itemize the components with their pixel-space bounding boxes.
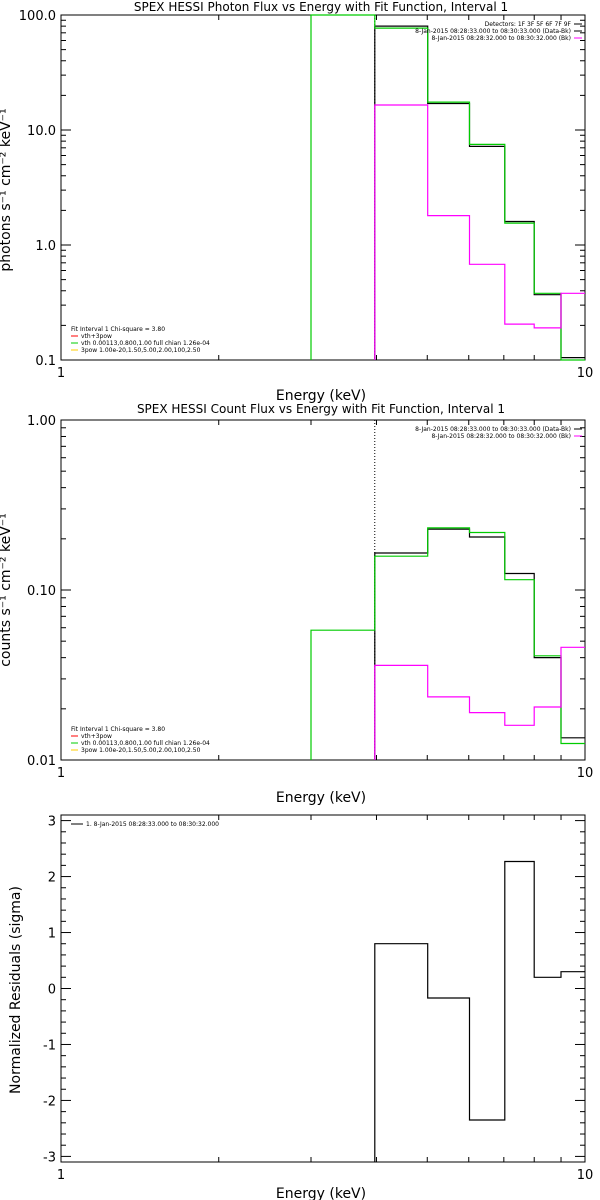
y-axis-label: photons s⁻¹ cm⁻² keV⁻¹ [0, 108, 14, 271]
series-background [374, 646, 585, 760]
legend-entry: 8-Jan-2015 08:28:33.000 to 08:30:33.000 … [415, 426, 571, 433]
chart-title: SPEX HESSI Count Flux vs Energy with Fit… [137, 402, 505, 416]
legend-entry: vth 0.00113,0.800,1.00 full chian 1.26e-… [81, 340, 210, 347]
legend-bottom: Fit Interval 1 Chi-square = 3.80vth+3pow… [71, 326, 210, 354]
panel-count-flux: SPEX HESSI Count Flux vs Energy with Fit… [0, 402, 593, 806]
y-tick-label: 0.1 [35, 354, 56, 369]
y-tick-label: 1 [48, 927, 56, 942]
y-tick-label: 2 [48, 871, 56, 886]
x-tick-label: 1 [57, 366, 65, 381]
legend-top: 1. 8-Jan-2015 08:28:33.000 to 08:30:32.0… [71, 821, 219, 828]
series-data [374, 25, 585, 360]
y-tick-label: 0 [48, 983, 56, 998]
x-axis-label: Energy (keV) [276, 790, 366, 806]
panel-photon-flux: SPEX HESSI Photon Flux vs Energy with Fi… [0, 0, 593, 404]
legend-entry: Fit Interval 1 Chi-square = 3.80 [71, 726, 165, 733]
x-axis-label: Energy (keV) [276, 1186, 366, 1200]
legend-entry: 8-Jan-2015 08:28:32.000 to 08:30:32.000 … [431, 433, 571, 440]
tick-group: 1 10 -3 -2 -1 0 1 2 3 [43, 815, 593, 1183]
series-background [374, 104, 585, 360]
x-axis-label: Energy (keV) [276, 388, 366, 404]
series-model [310, 527, 585, 760]
legend-entry: Detectors: 1F 3F 5F 6F 7F 9F [485, 21, 572, 28]
y-tick-label: 100.0 [19, 9, 56, 24]
legend-entry: vth 0.00113,0.800,1.00 full chian 1.26e-… [81, 740, 210, 747]
legend-bottom: Fit Interval 1 Chi-square = 3.80vth+3pow… [71, 726, 210, 754]
plot-frame [60, 814, 586, 1163]
legend-entry: Fit Interval 1 Chi-square = 3.80 [71, 326, 165, 333]
plot-frame [60, 419, 586, 761]
legend-entry: 8-Jan-2015 08:28:32.000 to 08:30:32.000 … [431, 35, 571, 42]
legend-top: 8-Jan-2015 08:28:33.000 to 08:30:33.000 … [415, 426, 582, 440]
x-tick-label: 1 [57, 766, 65, 781]
plot-area [60, 419, 586, 761]
y-tick-label: -3 [43, 1150, 56, 1165]
legend-top: Detectors: 1F 3F 5F 6F 7F 9F8-Jan-2015 0… [415, 21, 582, 42]
y-tick-label: 0.01 [27, 754, 56, 769]
legend-entry: vth+3pow [81, 733, 112, 740]
plot-frame [60, 14, 586, 361]
y-axis-label: counts s⁻¹ cm⁻² keV⁻¹ [0, 513, 14, 667]
x-tick-label: 1 [57, 1168, 65, 1183]
tick-group: 1 10 0.1 1.0 10.0 100.0 [19, 9, 593, 381]
plot-area [60, 814, 586, 1163]
legend-entry: 8-Jan-2015 08:28:33.000 to 08:30:33.000 … [415, 28, 571, 35]
y-tick-label: 1.00 [27, 414, 56, 429]
y-tick-label: 10.0 [27, 124, 56, 139]
x-tick-label: 10 [577, 766, 594, 781]
series-data [374, 528, 585, 760]
chart-title: SPEX HESSI Photon Flux vs Energy with Fi… [134, 0, 508, 14]
y-tick-label: -2 [43, 1094, 56, 1109]
legend-entry: 1. 8-Jan-2015 08:28:33.000 to 08:30:32.0… [86, 821, 219, 828]
series-model [310, 14, 585, 361]
series-residuals [374, 860, 585, 1162]
y-tick-label: 1.0 [35, 239, 56, 254]
legend-entry: 3pow 1.00e-20,1.50,5.00,2.00,100,2.50 [81, 347, 201, 354]
y-tick-label: 3 [48, 815, 56, 830]
legend-entry: 3pow 1.00e-20,1.50,5.00,2.00,100,2.50 [81, 747, 201, 754]
y-tick-label: 0.10 [27, 584, 56, 599]
x-tick-label: 10 [577, 1168, 594, 1183]
y-axis-label: Normalized Residuals (sigma) [8, 886, 24, 1094]
panel-residuals: Energy (keV) Normalized Residuals (sigma… [8, 814, 593, 1200]
legend-entry: vth+3pow [81, 333, 112, 340]
x-tick-label: 10 [577, 366, 594, 381]
y-tick-label: -1 [43, 1038, 56, 1053]
plot-area [60, 14, 586, 361]
